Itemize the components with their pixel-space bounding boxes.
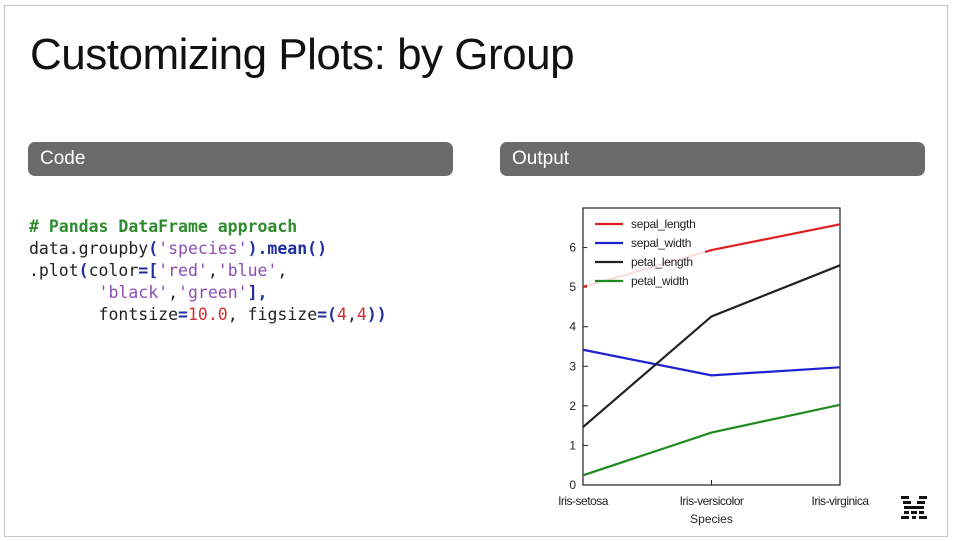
y-tick-label: 0 (569, 478, 576, 492)
y-tick-label: 3 (569, 359, 576, 373)
code-header-bar: Code (28, 142, 453, 176)
code-token: , (346, 305, 357, 324)
legend-entry: sepal_length (631, 217, 695, 231)
code-comment: # Pandas DataFrame approach (29, 217, 298, 236)
code-token: ( (148, 239, 159, 258)
x-tick-label: Iris-setosa (558, 494, 609, 508)
legend-entry: petal_length (631, 255, 693, 269)
x-axis-label: Species (690, 512, 733, 526)
code-number: 10.0 (187, 305, 228, 324)
code-token: , (277, 261, 288, 280)
code-token: , figsize (227, 305, 318, 324)
legend-box (587, 212, 705, 292)
code-block: # Pandas DataFrame approach data.groupby… (29, 216, 387, 326)
series-line-petal_width (582, 403, 841, 477)
code-token: data.groupby (29, 239, 149, 258)
series-line-sepal_width (582, 348, 841, 377)
ibm-m-logo-icon (901, 496, 927, 519)
output-header-bar: Output (500, 142, 925, 176)
code-token: = (178, 305, 188, 324)
code-string: 'black' (98, 283, 169, 302)
code-token: fontsize (98, 305, 179, 324)
y-tick-label: 1 (569, 438, 576, 452)
code-token: .plot (29, 261, 79, 280)
slide-title: Customizing Plots: by Group (30, 30, 575, 79)
code-token: () (307, 239, 328, 258)
code-token: , (207, 261, 218, 280)
y-tick-label: 6 (569, 241, 576, 255)
code-string: 'red' (158, 261, 208, 280)
code-number: 4 (356, 305, 367, 324)
code-number: 4 (337, 305, 347, 324)
code-token: , (168, 283, 179, 302)
y-tick-label: 2 (569, 399, 576, 413)
y-tick-label: 4 (569, 320, 576, 334)
series-line-petal_length (582, 264, 841, 428)
code-token: ( (78, 261, 89, 280)
code-string: 'blue' (217, 261, 278, 280)
code-token: =( (317, 305, 337, 324)
code-token: =[ (138, 261, 159, 280)
code-token: ).mean (247, 239, 308, 258)
code-token: )) (366, 305, 387, 324)
code-token: color (88, 261, 139, 280)
x-tick-label: Iris-versicolor (680, 494, 744, 508)
output-line-chart: 0 1 2 3 4 5 6 Iris-setosa Iris-versicolor Iris-vi… (558, 207, 870, 526)
slide: Customizing Plots: by Group Code Output … (4, 5, 948, 537)
code-string: 'species' (158, 239, 248, 258)
code-token: ], (247, 283, 268, 302)
code-string: 'green' (178, 283, 248, 302)
y-tick-label: 5 (569, 280, 576, 294)
x-tick-label: Iris-virginica (811, 494, 869, 508)
legend-entry: sepal_width (631, 236, 691, 250)
legend-entry: petal_width (631, 274, 688, 288)
